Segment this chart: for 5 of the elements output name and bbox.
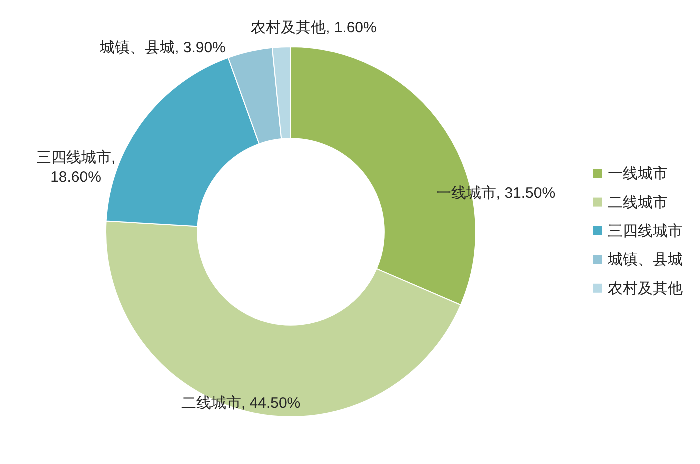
legend-label: 二线城市 bbox=[608, 194, 668, 212]
legend-label: 三四线城市 bbox=[608, 223, 683, 240]
legend-label: 农村及其他 bbox=[608, 280, 683, 298]
legend-label: 一线城市 bbox=[608, 166, 668, 183]
legend-label: 城镇、县城 bbox=[607, 252, 683, 269]
